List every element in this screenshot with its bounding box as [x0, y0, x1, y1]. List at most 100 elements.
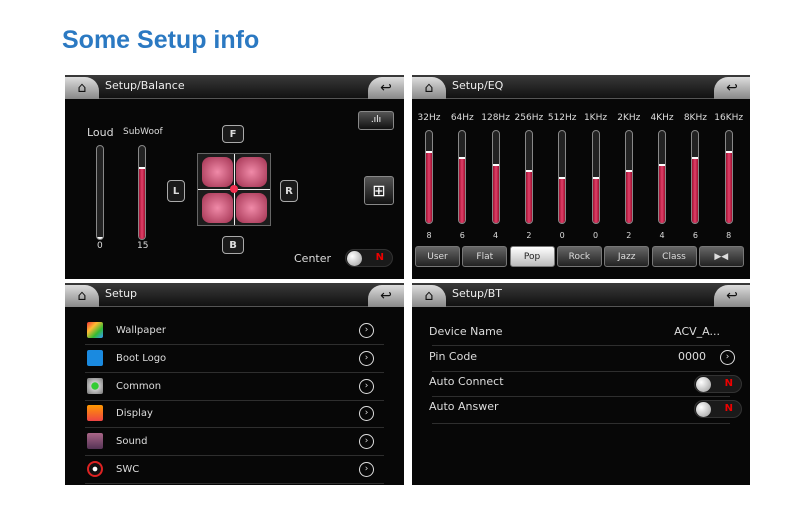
back-button[interactable]: ↩ — [368, 77, 404, 99]
back-icon: ↩ — [380, 288, 392, 304]
center-toggle[interactable]: N — [345, 249, 393, 267]
header-bar: ⌂ Setup/EQ ↩ — [412, 75, 750, 99]
eq-slider-fill — [592, 177, 599, 223]
front-button[interactable]: F — [222, 125, 244, 143]
eq-band-value: 8 — [426, 231, 432, 240]
auto-answer-toggle[interactable]: N — [694, 400, 742, 418]
back-icon: ↩ — [726, 288, 738, 304]
home-icon: ⌂ — [77, 80, 87, 96]
setup-item-sound[interactable]: Sound › — [85, 428, 384, 457]
loud-value: 0 — [97, 241, 103, 251]
setup-item-boot-logo[interactable]: Boot Logo › — [85, 345, 384, 373]
seat-icon — [236, 157, 267, 187]
eq-slider[interactable] — [691, 130, 700, 224]
home-button[interactable]: ⌂ — [412, 77, 446, 99]
bowtie-icon[interactable]: ▶◀ — [698, 246, 744, 267]
preset-jazz-button[interactable]: Jazz — [604, 246, 650, 267]
preset-class-button[interactable]: Class — [651, 246, 697, 267]
back-button[interactable]: ↩ — [714, 77, 750, 99]
back-icon: ↩ — [726, 80, 738, 96]
eq-slider[interactable] — [591, 130, 600, 224]
subwoof-label: SubWoof — [123, 127, 163, 137]
seat-icon — [202, 157, 233, 187]
eq-slider[interactable] — [624, 130, 633, 224]
eq-band-value: 4 — [493, 231, 499, 240]
preset-user-button[interactable]: User — [415, 246, 460, 267]
eq-slider[interactable] — [724, 130, 733, 224]
eq-band-label: 32Hz — [417, 113, 441, 123]
eq-slider-fill — [525, 170, 532, 223]
balance-panel: ⌂ Setup/Balance ↩ Loud SubWoof 0 15 F B … — [65, 75, 404, 279]
eq-slider[interactable] — [491, 130, 500, 224]
eq-slider[interactable] — [425, 130, 433, 224]
auto-answer-row: Auto Answer N — [429, 397, 742, 424]
subwoof-value: 15 — [137, 241, 149, 251]
eq-slider[interactable] — [524, 130, 533, 224]
balance-point[interactable] — [230, 185, 238, 193]
home-icon: ⌂ — [77, 288, 87, 304]
chevron-right-icon[interactable]: › — [359, 378, 374, 394]
setup-panel: ⌂ Setup ↩ Wallpaper › Boot Logo › Common… — [65, 283, 404, 485]
loud-fill — [97, 237, 103, 239]
header-title: Setup/BT — [452, 287, 502, 300]
preset-flat-button[interactable]: Flat — [462, 246, 508, 267]
eq-slider-fill — [492, 163, 499, 223]
bt-panel: ⌂ Setup/BT ↩ Device Name ACV_A... Pin Co… — [412, 283, 750, 485]
eq-panel: ⌂ Setup/EQ ↩ 32Hz 8 64Hz 6 128Hz 4 256Hz 2 512Hz… — [412, 75, 750, 279]
eq-band-value: 0 — [592, 231, 599, 240]
subwoof-slider[interactable] — [138, 145, 146, 240]
loud-slider[interactable] — [96, 145, 104, 240]
gear-icon — [87, 377, 103, 394]
eq-slider[interactable] — [658, 130, 667, 224]
preset-pop-button[interactable]: Pop — [509, 246, 555, 267]
pin-code-row[interactable]: Pin Code 0000 › — [429, 346, 735, 372]
setup-item-swc[interactable]: SWC › — [85, 456, 384, 484]
device-name-row[interactable]: Device Name ACV_A... — [429, 320, 730, 346]
setup-item-common[interactable]: Common › — [85, 373, 384, 401]
eq-band-value: 0 — [559, 231, 565, 240]
back-button[interactable]: ↩ — [368, 285, 404, 307]
eq-band-label: 1KHz — [583, 113, 608, 123]
setup-item-display[interactable]: Display › — [85, 400, 384, 429]
eq-slider[interactable] — [458, 130, 467, 224]
equalizer-button[interactable]: .ılı — [358, 111, 394, 130]
chevron-right-icon[interactable]: › — [359, 434, 374, 450]
monitor-icon — [87, 349, 103, 366]
page-title: Some Setup info — [62, 26, 260, 54]
eq-band-label: 256Hz — [514, 113, 544, 123]
home-button[interactable]: ⌂ — [65, 77, 99, 99]
home-button[interactable]: ⌂ — [412, 285, 446, 307]
device-name-value: ACV_A... — [674, 325, 720, 338]
setup-item-wallpaper[interactable]: Wallpaper › — [85, 317, 384, 345]
eq-band-label: 4KHz — [650, 113, 674, 123]
device-name-label: Device Name — [429, 325, 503, 338]
chevron-right-icon[interactable]: › — [359, 406, 374, 422]
chevron-right-icon[interactable]: › — [359, 462, 374, 477]
eq-band-value: 6 — [692, 231, 698, 240]
toggle-state: N — [724, 378, 733, 389]
right-button[interactable]: R — [280, 180, 298, 202]
setup-item-label: Wallpaper — [116, 325, 167, 336]
chevron-right-icon[interactable]: › — [720, 350, 735, 365]
eq-slider[interactable] — [558, 130, 567, 224]
setup-item-label: SWC — [116, 464, 140, 475]
back-button[interactable]: ↩ — [714, 285, 750, 307]
header-bar: ⌂ Setup/BT ↩ — [412, 283, 750, 307]
header-bar: ⌂ Setup ↩ — [65, 283, 404, 307]
header-title: Setup — [105, 287, 138, 300]
eq-slider-fill — [625, 170, 632, 223]
chevron-right-icon[interactable]: › — [359, 323, 374, 338]
preset-rock-button[interactable]: Rock — [556, 246, 602, 267]
center-label: Center — [294, 252, 332, 265]
chevron-right-icon[interactable]: › — [359, 350, 374, 366]
back-fader-button[interactable]: B — [222, 236, 244, 254]
left-button[interactable]: L — [167, 180, 185, 202]
wallpaper-icon — [87, 322, 103, 338]
grid-center-button[interactable]: ⊞ — [364, 176, 394, 205]
auto-connect-toggle[interactable]: N — [694, 375, 742, 393]
seat-grid[interactable] — [197, 153, 271, 226]
subwoof-fill — [139, 167, 145, 239]
home-button[interactable]: ⌂ — [65, 285, 99, 307]
eq-slider-fill — [659, 163, 666, 223]
eq-band-label: 128Hz — [481, 113, 510, 123]
